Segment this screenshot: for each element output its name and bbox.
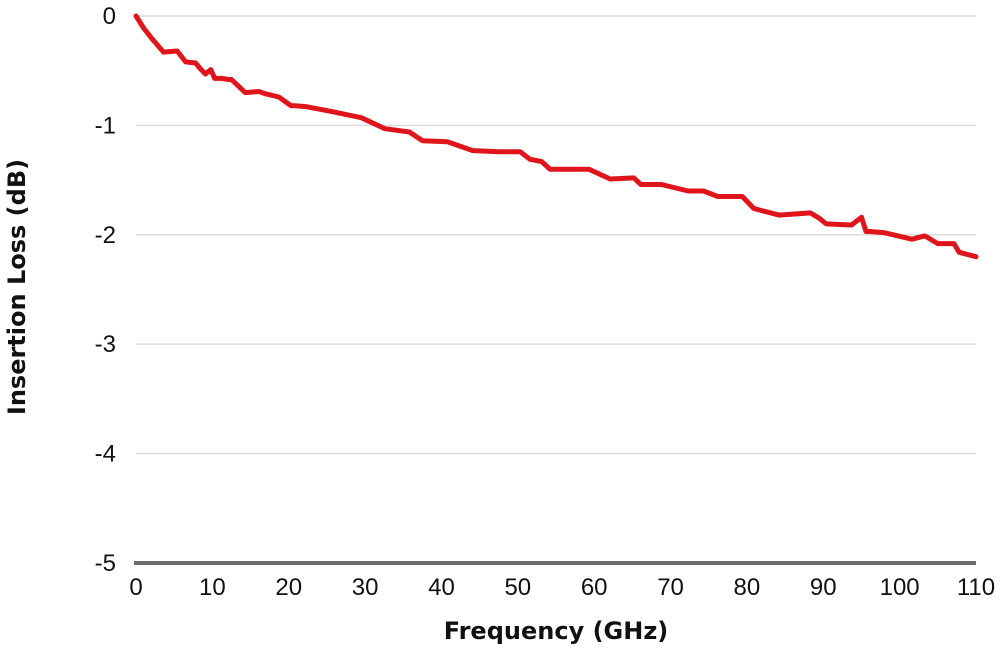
x-tick-label: 20 [275,574,302,601]
x-tick-label: 80 [734,574,761,601]
x-tick-labels: 0 10 20 30 40 50 60 70 80 90 100 110 [129,574,995,601]
x-tick-label: 90 [810,574,837,601]
x-tick-label: 50 [504,574,531,601]
y-tick-label: -1 [95,112,116,139]
x-axis-title: Frequency (GHz) [444,617,669,645]
series-line [133,13,979,260]
x-tick-label: 60 [581,574,608,601]
y-axis-title: Insertion Loss (dB) [3,159,31,415]
y-tick-label: -2 [95,222,116,249]
x-tick-label: 110 [957,574,995,601]
x-tick-label: 40 [428,574,455,601]
x-tick-label: 30 [352,574,379,601]
x-tick-label: 100 [880,574,920,601]
y-tick-label: -3 [95,331,116,358]
x-tick-label: 10 [199,574,226,601]
y-tick-label: -5 [95,550,116,577]
y-tick-label: 0 [103,3,116,30]
x-tick-label: 0 [129,574,142,601]
series-layer [133,13,979,260]
y-tick-label: -4 [95,441,116,468]
x-tick-label: 70 [657,574,684,601]
y-tick-labels: 0 -1 -2 -3 -4 -5 [95,3,116,577]
gridlines [136,15,976,455]
